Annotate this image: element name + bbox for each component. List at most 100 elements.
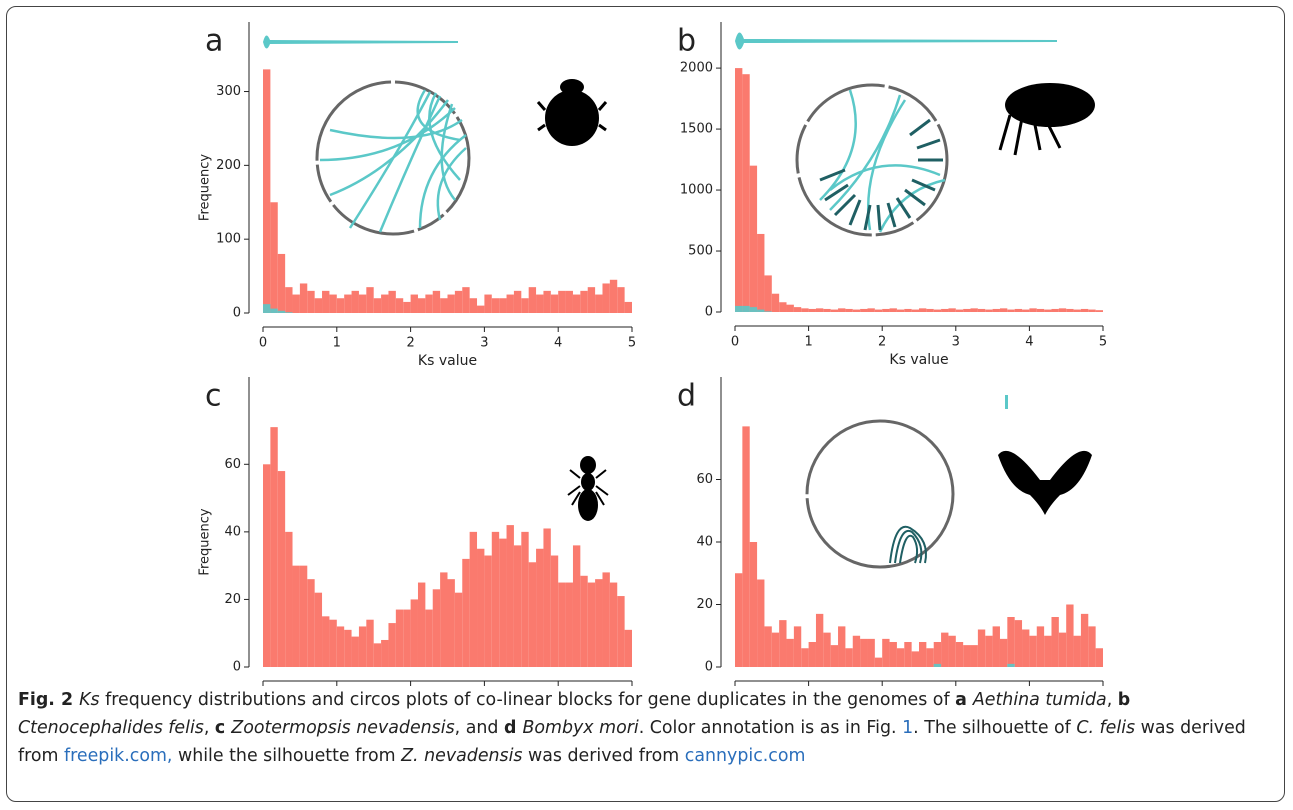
caption-run: . The silhouette of — [913, 718, 1076, 738]
bar — [300, 283, 307, 313]
bar — [448, 295, 455, 313]
bar — [329, 295, 336, 313]
bar — [270, 427, 277, 667]
circos-b — [797, 85, 947, 235]
panel-label: c — [205, 379, 222, 414]
bar — [366, 620, 373, 667]
bar — [860, 309, 867, 312]
bar — [1066, 309, 1073, 312]
y-tick-label: 1500 — [680, 122, 713, 137]
y-tick-label: 2000 — [680, 61, 713, 76]
bar — [617, 287, 624, 313]
bar — [595, 579, 602, 667]
bar — [411, 599, 418, 667]
caption-run: C. felis — [1076, 718, 1135, 738]
bar — [507, 295, 514, 313]
bar — [595, 295, 602, 313]
bar — [381, 295, 388, 313]
bar — [1007, 617, 1014, 667]
caption-run: Bombyx mori — [522, 718, 638, 738]
bar — [602, 283, 609, 313]
x-tick-label: 0 — [259, 336, 267, 351]
bar — [985, 310, 992, 312]
bar — [337, 626, 344, 667]
bar — [566, 583, 573, 667]
bar — [448, 579, 455, 667]
bar — [374, 298, 381, 313]
bar — [278, 311, 285, 313]
bar — [764, 275, 771, 312]
caption-run: Zootermopsis nevadensis — [231, 718, 454, 738]
bar — [602, 572, 609, 667]
bar — [625, 302, 632, 313]
caption-link[interactable]: freepik.com, — [64, 746, 172, 766]
bar — [433, 291, 440, 313]
bar — [985, 636, 992, 667]
bar — [1059, 633, 1066, 667]
bar — [912, 651, 919, 667]
bar — [462, 559, 469, 667]
bar — [897, 310, 904, 312]
bar — [1074, 310, 1081, 312]
bar — [978, 309, 985, 312]
y-axis-label: Frequency — [198, 508, 213, 575]
bar — [440, 298, 447, 313]
bar — [396, 298, 403, 313]
bar — [993, 309, 1000, 312]
caption-run: while the silhouette from — [172, 746, 401, 766]
caption-run: was derived from — [523, 746, 685, 766]
bar — [912, 310, 919, 312]
bar — [1037, 309, 1044, 312]
bar — [993, 626, 1000, 667]
caption-run: , and — [455, 718, 504, 738]
bar — [263, 69, 270, 313]
bar — [867, 639, 874, 667]
bar — [853, 636, 860, 667]
bar — [948, 308, 955, 312]
bar — [941, 309, 948, 312]
y-tick-label: 60 — [696, 472, 713, 487]
bar — [1029, 308, 1036, 312]
caption-run: Ks — [79, 690, 99, 710]
bar — [263, 304, 270, 313]
caption-run: frequency distributions and circos plots… — [100, 690, 956, 710]
caption-link[interactable]: 1 — [902, 718, 913, 738]
bar — [293, 566, 300, 667]
caption-run: , — [1107, 690, 1118, 710]
bar — [823, 309, 830, 312]
bar — [838, 308, 845, 312]
x-tick-label: 1 — [333, 336, 341, 351]
bar — [904, 309, 911, 312]
bar — [875, 658, 882, 667]
y-tick-label: 20 — [696, 597, 713, 612]
bar — [492, 298, 499, 313]
bar — [499, 539, 506, 667]
bar — [1007, 664, 1014, 667]
bar — [971, 308, 978, 312]
bar — [742, 426, 749, 667]
x-tick-label: 4 — [1025, 335, 1033, 350]
bar — [366, 287, 373, 313]
bar — [750, 307, 757, 312]
bar — [300, 566, 307, 667]
caption-link[interactable]: cannypic.com — [685, 746, 806, 766]
bar — [529, 287, 536, 313]
bar — [388, 623, 395, 667]
bar — [934, 664, 941, 667]
bar — [270, 309, 277, 313]
bar — [263, 464, 270, 667]
bar — [573, 545, 580, 667]
bar — [919, 308, 926, 312]
bar — [926, 309, 933, 312]
bar — [551, 295, 558, 313]
bar — [934, 642, 941, 667]
bar — [322, 291, 329, 313]
x-tick-label: 1 — [804, 335, 812, 350]
bar — [484, 556, 491, 667]
bar — [1007, 310, 1014, 312]
bar — [514, 545, 521, 667]
y-axis-label: Frequency — [198, 154, 213, 221]
bar — [507, 525, 514, 667]
bar — [875, 310, 882, 312]
x-axis-label: Ks value — [889, 352, 948, 368]
